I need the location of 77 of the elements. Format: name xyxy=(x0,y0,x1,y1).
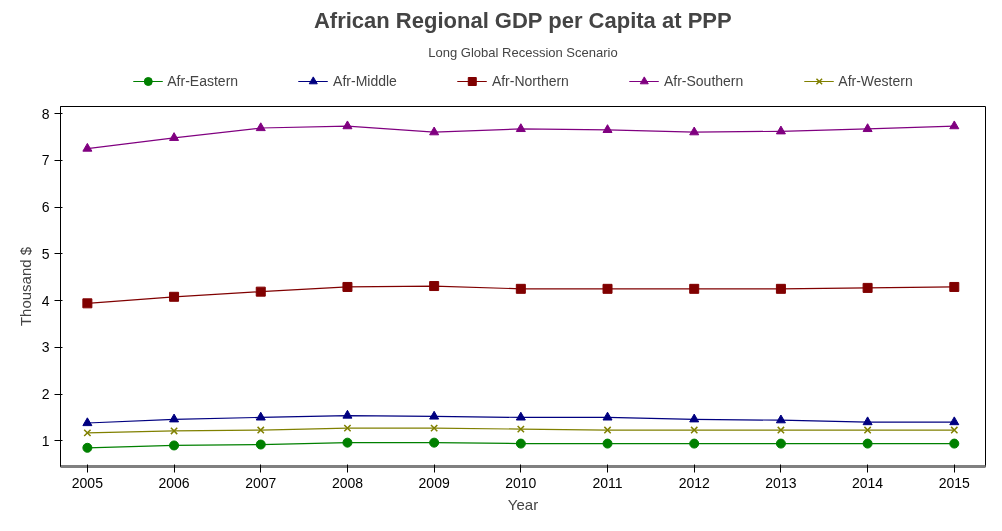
y-axis-title: Thousand $ xyxy=(16,246,34,327)
point xyxy=(342,281,353,292)
y-tick-label: 4 xyxy=(41,292,50,309)
point xyxy=(949,281,960,292)
x-tick-label: 2005 xyxy=(71,474,104,491)
point xyxy=(689,438,700,449)
point xyxy=(170,427,178,435)
point xyxy=(602,124,613,133)
legend-label: Afr-Eastern xyxy=(167,73,239,89)
point xyxy=(602,411,613,421)
point xyxy=(515,438,526,449)
point xyxy=(82,142,93,152)
chart-subtitle: Long Global Recession Scenario xyxy=(428,44,618,60)
point xyxy=(775,438,786,449)
point xyxy=(689,126,700,136)
point xyxy=(169,132,180,141)
point xyxy=(255,286,266,297)
point xyxy=(602,283,613,294)
y-tick-label: 6 xyxy=(41,199,50,216)
legend-label: Afr-Middle xyxy=(333,73,397,89)
point xyxy=(82,442,93,453)
x-axis-title: Year xyxy=(507,495,539,513)
x-tick-label: 2015 xyxy=(938,474,971,491)
point xyxy=(775,125,786,135)
point xyxy=(342,120,353,130)
y-tick-label: 8 xyxy=(41,105,50,122)
legend-label: Afr-Southern xyxy=(663,73,744,89)
point xyxy=(255,411,266,421)
point xyxy=(862,438,873,449)
point xyxy=(169,413,180,423)
x-tick-label: 2010 xyxy=(505,474,537,491)
point xyxy=(255,439,266,450)
point xyxy=(515,283,526,294)
y-tick-label: 1 xyxy=(41,432,50,449)
point xyxy=(949,416,960,426)
point xyxy=(429,410,440,420)
point xyxy=(83,428,92,437)
point xyxy=(169,440,180,451)
point xyxy=(949,438,960,449)
point xyxy=(82,417,93,427)
point xyxy=(82,298,93,309)
point xyxy=(862,416,873,426)
point xyxy=(429,126,440,136)
y-tick-label: 3 xyxy=(41,339,50,356)
x-tick-label: 2008 xyxy=(331,474,364,491)
point xyxy=(775,283,786,294)
y-tick-label: 5 xyxy=(41,245,50,262)
point xyxy=(255,122,266,132)
point xyxy=(515,411,526,421)
point xyxy=(430,424,439,433)
point xyxy=(862,282,873,293)
x-tick-label: 2013 xyxy=(765,474,797,491)
point xyxy=(949,120,960,130)
point xyxy=(343,424,352,433)
legend-label: Afr-Western xyxy=(838,73,913,89)
x-tick-label: 2014 xyxy=(852,474,884,491)
point xyxy=(256,426,265,434)
legend-label: Afr-Northern xyxy=(491,73,569,89)
x-tick-label: 2011 xyxy=(592,474,623,491)
point xyxy=(689,413,700,423)
y-tick-label: 7 xyxy=(41,152,50,169)
point xyxy=(775,414,786,424)
point xyxy=(602,438,613,449)
x-tick-label: 2012 xyxy=(678,474,710,491)
point xyxy=(515,123,526,133)
x-tick-label: 2007 xyxy=(245,474,277,491)
point xyxy=(429,281,440,292)
x-tick-label: 2006 xyxy=(158,474,190,491)
point xyxy=(169,291,180,302)
chart-title: African Regional GDP per Capita at PPP xyxy=(313,7,732,33)
point xyxy=(342,437,353,448)
y-tick-label: 2 xyxy=(41,386,50,403)
point xyxy=(689,283,700,294)
x-tick-label: 2009 xyxy=(418,474,450,491)
point xyxy=(429,437,440,448)
point xyxy=(862,123,873,133)
point xyxy=(342,409,353,419)
